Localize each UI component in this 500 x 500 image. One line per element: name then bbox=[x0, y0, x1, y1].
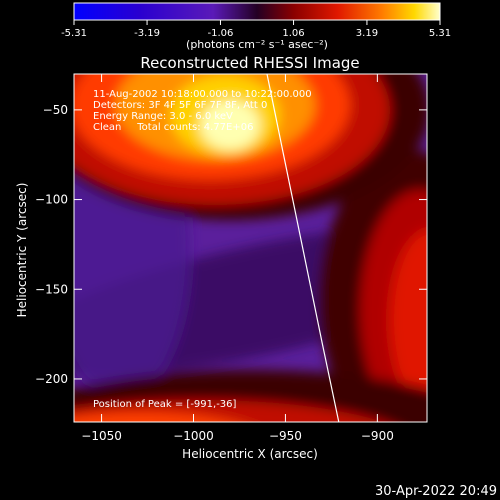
colorbar-tick-label: -3.19 bbox=[134, 28, 160, 39]
plot-frame bbox=[73, 73, 428, 423]
x-axis-label: Heliocentric X (arcsec) bbox=[182, 447, 318, 461]
x-tick-label: −1050 bbox=[81, 429, 122, 443]
x-tick-label: −950 bbox=[269, 429, 302, 443]
colorbar-tick-label: -5.31 bbox=[61, 28, 87, 39]
y-tick-label: −100 bbox=[35, 193, 68, 207]
footer-timestamp: 30-Apr-2022 20:49 bbox=[375, 484, 497, 499]
solar-limb-line bbox=[266, 73, 340, 423]
colorbar-tick-label: -1.06 bbox=[208, 28, 234, 39]
y-tick-label: −150 bbox=[35, 282, 68, 296]
colorbar-tick-label: 1.06 bbox=[282, 28, 304, 39]
x-tick-label: −900 bbox=[361, 429, 394, 443]
colorbar-tick-label: 3.19 bbox=[356, 28, 378, 39]
colorbar-tick-label: 5.31 bbox=[429, 28, 451, 39]
colorbar-units: (photons cm⁻² s⁻¹ asec⁻²) bbox=[186, 38, 328, 51]
y-axis-ticks: −50 −100 −150 −200 bbox=[35, 103, 427, 386]
colorbar: -5.31 -3.19 -1.06 1.06 3.19 5.31 (photons cm⁻… bbox=[61, 2, 451, 51]
colorbar-ticks: -5.31 -3.19 -1.06 1.06 3.19 5.31 bbox=[61, 20, 451, 39]
x-axis-ticks: −1050 −1000 −950 −900 bbox=[81, 74, 394, 443]
annotation-energy: Energy Range: 3.0 - 6.0 keV bbox=[93, 111, 233, 122]
x-tick-label: −1000 bbox=[173, 429, 214, 443]
annotation-time: 11-Aug-2002 10:18:00.000 to 10:22:00.000 bbox=[93, 89, 312, 100]
annotation-detectors: Detectors: 3F 4F 5F 6F 7F 8F, Att 0 bbox=[93, 100, 267, 111]
annotation-counts: Clean Total counts: 4.77E+06 bbox=[93, 122, 253, 133]
info-annotations: 11-Aug-2002 10:18:00.000 to 10:22:00.000… bbox=[93, 89, 312, 133]
colorbar-gradient bbox=[73, 2, 441, 21]
chart-title: Reconstructed RHESSI Image bbox=[140, 54, 359, 72]
peak-position-label: Position of Peak = [-991,-36] bbox=[93, 399, 237, 410]
y-tick-label: −50 bbox=[43, 103, 68, 117]
y-tick-label: −200 bbox=[35, 372, 68, 386]
y-axis-label: Heliocentric Y (arcsec) bbox=[15, 183, 29, 318]
